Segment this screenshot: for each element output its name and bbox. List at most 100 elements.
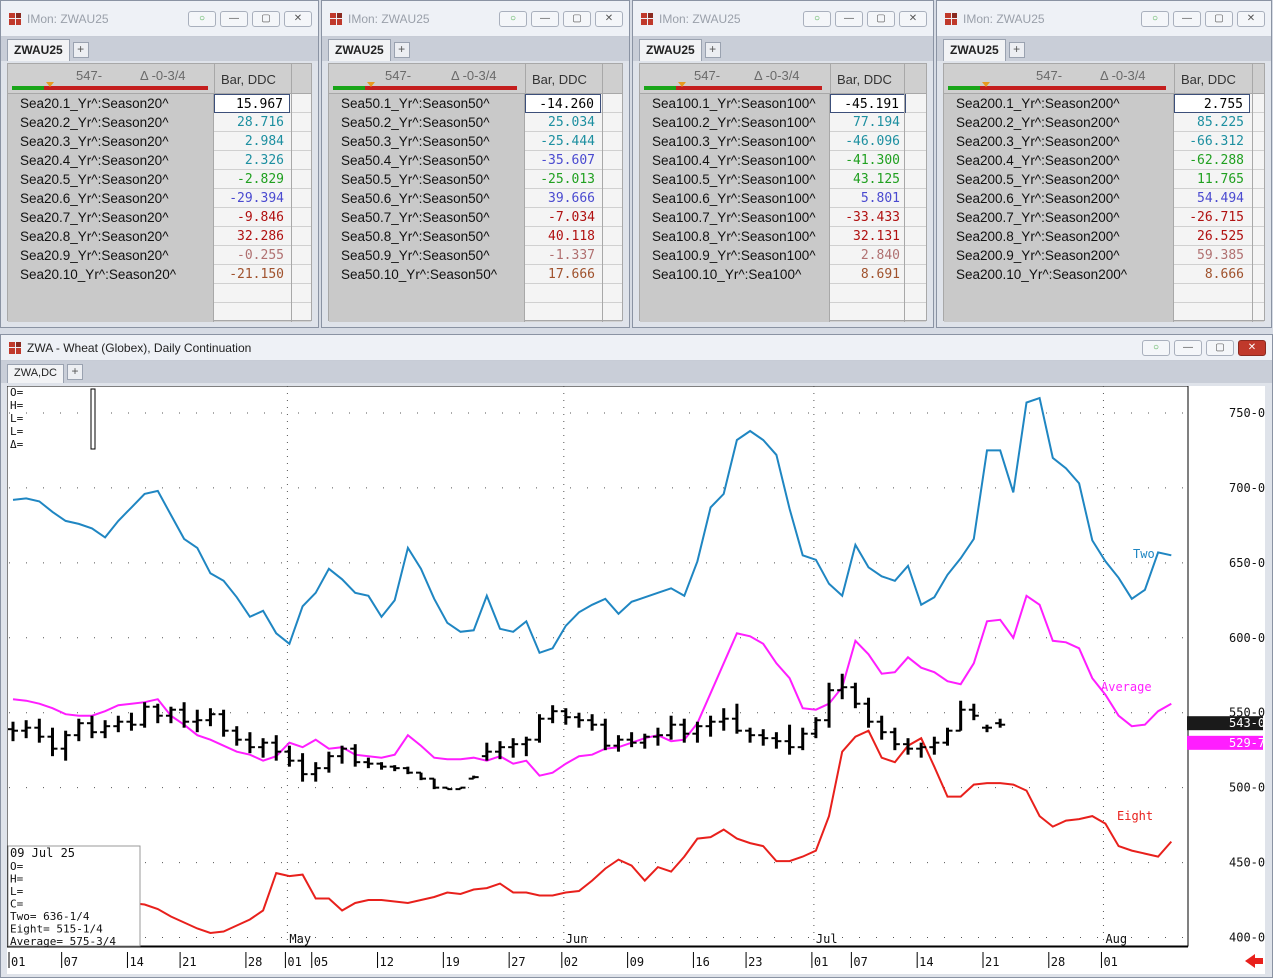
row-value[interactable] — [214, 303, 290, 322]
row-value[interactable]: -29.394 — [229, 191, 284, 206]
minimize-button[interactable]: — — [220, 10, 248, 27]
maximize-button[interactable]: ▢ — [1206, 339, 1234, 356]
row-symbol[interactable]: Sea50.10_Yr^:Season50^ — [329, 265, 525, 284]
row-symbol[interactable]: Sea20.7_Yr^:Season20^ — [8, 208, 214, 227]
table-row[interactable]: Sea50.1_Yr^:Season50^ -14.260 — [329, 94, 622, 113]
row-value[interactable]: -14.260 — [525, 94, 601, 113]
row-value[interactable]: 11.765 — [1197, 172, 1244, 187]
minimize-button[interactable]: — — [1173, 10, 1201, 27]
row-value[interactable] — [525, 303, 601, 322]
add-tab-button[interactable]: + — [704, 42, 721, 58]
table-row[interactable]: Sea200.2_Yr^:Season200^ 85.225 — [944, 113, 1264, 132]
row-symbol[interactable]: Sea50.9_Yr^:Season50^ — [329, 246, 525, 265]
row-symbol[interactable]: Sea20.1_Yr^:Season20^ — [8, 94, 214, 113]
row-symbol[interactable]: Sea200.7_Yr^:Season200^ — [944, 208, 1174, 227]
empty-row[interactable] — [640, 303, 926, 322]
row-value[interactable]: 43.125 — [853, 172, 900, 187]
row-value[interactable] — [830, 303, 906, 322]
row-symbol[interactable]: Sea20.5_Yr^:Season20^ — [8, 170, 214, 189]
table-row[interactable]: Sea100.2_Yr^:Season100^ 77.194 — [640, 113, 926, 132]
row-value[interactable]: -46.096 — [845, 134, 900, 149]
table-row[interactable]: Sea50.3_Yr^:Season50^ -25.444 — [329, 132, 622, 151]
row-value[interactable]: 2.755 — [1174, 94, 1250, 113]
close-button[interactable]: ✕ — [595, 10, 623, 27]
row-value[interactable] — [830, 284, 906, 303]
row-symbol[interactable]: Sea50.1_Yr^:Season50^ — [329, 94, 525, 113]
row-symbol[interactable]: Sea50.7_Yr^:Season50^ — [329, 208, 525, 227]
row-value[interactable]: 77.194 — [853, 115, 900, 130]
row-value[interactable]: 8.666 — [1204, 267, 1244, 282]
add-tab-button[interactable]: + — [393, 42, 410, 58]
row-symbol[interactable]: Sea100.10_Yr^:Sea100^ — [640, 265, 830, 284]
table-row[interactable]: Sea20.7_Yr^:Season20^ -9.846 — [8, 208, 311, 227]
table-row[interactable]: Sea100.4_Yr^:Season100^ -41.300 — [640, 151, 926, 170]
table-row[interactable]: Sea200.4_Yr^:Season200^ -62.288 — [944, 151, 1264, 170]
row-symbol[interactable]: Sea20.9_Yr^:Season20^ — [8, 246, 214, 265]
row-symbol[interactable] — [944, 303, 1174, 322]
table-row[interactable]: Sea20.5_Yr^:Season20^ -2.829 — [8, 170, 311, 189]
column-header[interactable]: Bar, DDC — [214, 64, 292, 94]
table-row[interactable]: Sea100.3_Yr^:Season100^ -46.096 — [640, 132, 926, 151]
column-header[interactable]: Bar, DDC — [1174, 64, 1254, 94]
tab-symbol[interactable]: ZWAU25 — [943, 39, 1006, 61]
table-row[interactable]: Sea50.6_Yr^:Season50^ 39.666 — [329, 189, 622, 208]
row-symbol[interactable]: Sea100.3_Yr^:Season100^ — [640, 132, 830, 151]
row-symbol[interactable] — [8, 303, 214, 322]
row-value[interactable]: 2.984 — [244, 134, 284, 149]
row-symbol[interactable]: Sea50.6_Yr^:Season50^ — [329, 189, 525, 208]
close-button[interactable]: ✕ — [1238, 339, 1266, 356]
empty-row[interactable] — [329, 284, 622, 303]
table-row[interactable]: Sea20.1_Yr^:Season20^ 15.967 — [8, 94, 311, 113]
row-value[interactable]: 32.131 — [853, 229, 900, 244]
row-symbol[interactable]: Sea20.2_Yr^:Season20^ — [8, 113, 214, 132]
row-value[interactable]: 8.691 — [860, 267, 900, 282]
column-header[interactable]: Bar, DDC — [830, 64, 904, 94]
row-symbol[interactable]: Sea200.2_Yr^:Season200^ — [944, 113, 1174, 132]
row-value[interactable]: -1.337 — [548, 248, 595, 263]
column-header[interactable]: Bar, DDC — [525, 64, 603, 94]
row-value[interactable]: 5.801 — [860, 191, 900, 206]
row-value[interactable]: 15.967 — [214, 94, 290, 113]
table-row[interactable]: Sea200.7_Yr^:Season200^ -26.715 — [944, 208, 1264, 227]
link-icon[interactable]: ○ — [188, 10, 216, 27]
table-row[interactable]: Sea100.9_Yr^:Season100^ 2.840 — [640, 246, 926, 265]
tab-symbol[interactable]: ZWAU25 — [7, 39, 70, 61]
table-row[interactable]: Sea200.1_Yr^:Season200^ 2.755 — [944, 94, 1264, 113]
row-value[interactable]: 17.666 — [548, 267, 595, 282]
table-row[interactable]: Sea50.4_Yr^:Season50^ -35.607 — [329, 151, 622, 170]
row-value[interactable]: 39.666 — [548, 191, 595, 206]
table-row[interactable]: Sea20.10_Yr^:Season20^ -21.150 — [8, 265, 311, 284]
empty-row[interactable] — [8, 284, 311, 303]
row-symbol[interactable] — [8, 284, 214, 303]
row-symbol[interactable]: Sea50.4_Yr^:Season50^ — [329, 151, 525, 170]
table-row[interactable]: Sea100.10_Yr^:Sea100^ 8.691 — [640, 265, 926, 284]
empty-row[interactable] — [944, 303, 1264, 322]
close-button[interactable]: ✕ — [899, 10, 927, 27]
row-symbol[interactable]: Sea20.8_Yr^:Season20^ — [8, 227, 214, 246]
minimize-button[interactable]: — — [1174, 339, 1202, 356]
table-row[interactable]: Sea200.6_Yr^:Season200^ 54.494 — [944, 189, 1264, 208]
row-symbol[interactable] — [329, 303, 525, 322]
row-value[interactable]: -45.191 — [830, 94, 906, 113]
row-value[interactable] — [1174, 284, 1250, 303]
table-row[interactable]: Sea20.9_Yr^:Season20^ -0.255 — [8, 246, 311, 265]
row-symbol[interactable] — [640, 303, 830, 322]
row-value[interactable]: 2.840 — [860, 248, 900, 263]
row-value[interactable]: 28.716 — [237, 115, 284, 130]
tab-chart-symbol[interactable]: ZWA,DC — [7, 364, 64, 383]
row-symbol[interactable] — [329, 284, 525, 303]
empty-row[interactable] — [640, 284, 926, 303]
row-value[interactable] — [1174, 303, 1250, 322]
row-value[interactable]: 59.385 — [1197, 248, 1244, 263]
row-symbol[interactable]: Sea200.6_Yr^:Season200^ — [944, 189, 1174, 208]
add-tab-button[interactable]: + — [66, 364, 83, 380]
table-row[interactable]: Sea20.8_Yr^:Season20^ 32.286 — [8, 227, 311, 246]
row-symbol[interactable]: Sea100.2_Yr^:Season100^ — [640, 113, 830, 132]
table-row[interactable]: Sea50.10_Yr^:Season50^ 17.666 — [329, 265, 622, 284]
row-value[interactable]: -7.034 — [548, 210, 595, 225]
row-symbol[interactable] — [640, 284, 830, 303]
row-symbol[interactable]: Sea100.6_Yr^:Season100^ — [640, 189, 830, 208]
row-symbol[interactable]: Sea20.3_Yr^:Season20^ — [8, 132, 214, 151]
row-symbol[interactable]: Sea200.1_Yr^:Season200^ — [944, 94, 1174, 113]
table-row[interactable]: Sea200.9_Yr^:Season200^ 59.385 — [944, 246, 1264, 265]
